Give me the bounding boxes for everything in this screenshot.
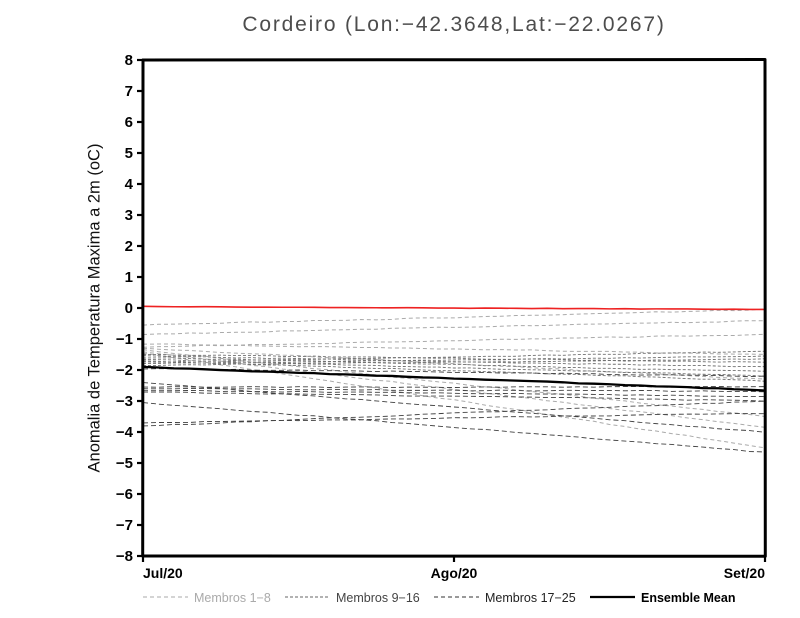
svg-text:Membros 9−16: Membros 9−16 (336, 591, 420, 605)
svg-text:2: 2 (125, 238, 133, 255)
svg-text:−6: −6 (116, 486, 133, 503)
svg-text:Ago/20: Ago/20 (431, 565, 478, 581)
svg-text:−5: −5 (116, 455, 133, 472)
svg-text:Membros 17−25: Membros 17−25 (485, 591, 576, 605)
svg-text:−8: −8 (116, 548, 133, 565)
svg-text:0: 0 (125, 300, 133, 317)
svg-text:−3: −3 (116, 393, 133, 410)
svg-text:Jul/20: Jul/20 (143, 565, 183, 581)
svg-text:4: 4 (125, 176, 134, 193)
svg-text:−4: −4 (116, 424, 134, 441)
svg-text:1: 1 (125, 269, 133, 286)
svg-text:−1: −1 (116, 331, 133, 348)
svg-text:7: 7 (125, 83, 133, 100)
svg-text:3: 3 (125, 207, 133, 224)
svg-text:−7: −7 (116, 517, 133, 534)
svg-text:5: 5 (125, 145, 133, 162)
svg-text:6: 6 (125, 114, 133, 131)
svg-text:Membros 1−8: Membros 1−8 (194, 591, 271, 605)
svg-text:−2: −2 (116, 362, 133, 379)
svg-text:Set/20: Set/20 (724, 565, 765, 581)
svg-text:Ensemble Mean: Ensemble Mean (641, 591, 735, 605)
svg-text:8: 8 (125, 52, 133, 69)
